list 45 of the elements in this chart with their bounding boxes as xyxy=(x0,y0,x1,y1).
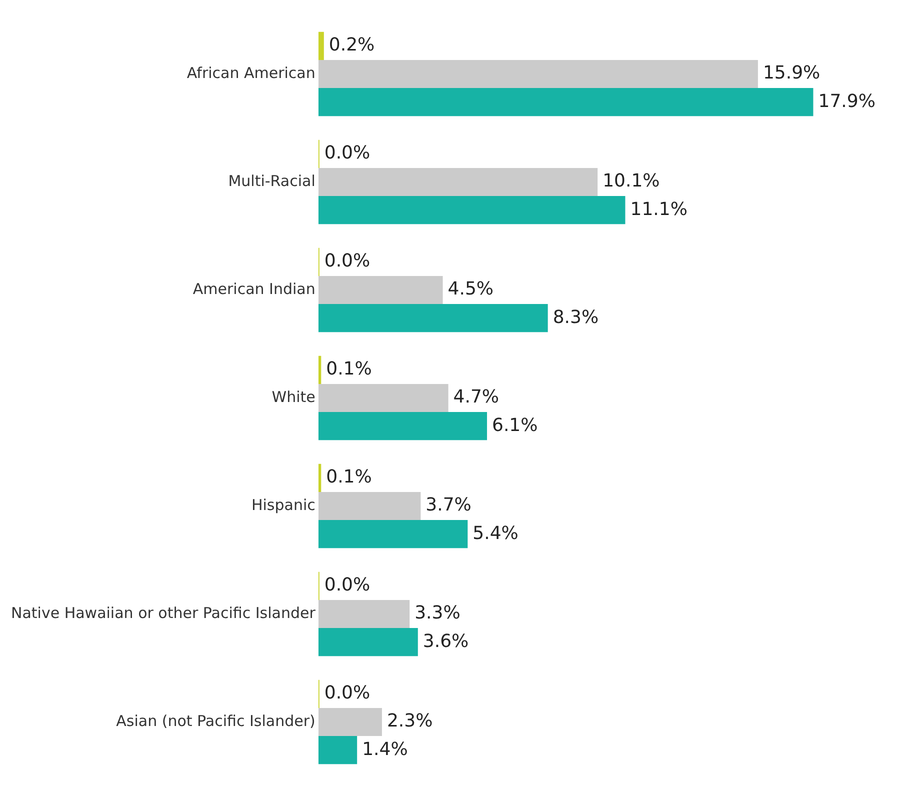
bar xyxy=(318,412,488,440)
y-tick-label: African American xyxy=(186,64,316,82)
y-tick-label: Native Hawaiian or other Pacific Islander xyxy=(11,604,316,622)
bar xyxy=(318,464,322,492)
data-label: 3.7% xyxy=(426,494,472,516)
data-label: 10.1% xyxy=(602,170,660,192)
y-tick-label: Asian (not Pacific Islander) xyxy=(116,712,316,730)
data-label: 15.9% xyxy=(762,62,820,84)
bar xyxy=(318,628,418,656)
bar xyxy=(318,356,322,384)
bar xyxy=(318,32,324,60)
bar xyxy=(318,384,448,412)
data-label: 6.1% xyxy=(492,414,538,436)
data-label: 0.0% xyxy=(324,574,370,596)
data-label: 3.3% xyxy=(414,602,460,624)
bar xyxy=(318,520,468,548)
data-label: 1.4% xyxy=(362,738,408,760)
data-label: 0.0% xyxy=(324,250,370,272)
y-tick-label: Hispanic xyxy=(251,496,316,514)
y-tick-label: American Indian xyxy=(192,280,316,298)
bar xyxy=(318,600,410,628)
bar xyxy=(318,736,358,764)
data-label: 2.3% xyxy=(386,710,433,732)
data-label: 0.2% xyxy=(328,34,375,56)
bar xyxy=(318,304,548,332)
data-label: 8.3% xyxy=(552,306,599,328)
data-label: 4.7% xyxy=(453,386,500,408)
data-label: 17.9% xyxy=(818,90,876,112)
y-tick-label: White xyxy=(272,388,316,406)
bar xyxy=(318,88,814,116)
bar xyxy=(318,168,598,196)
data-label: 0.1% xyxy=(326,466,372,488)
data-label: 0.0% xyxy=(324,142,370,164)
bar xyxy=(318,196,626,224)
data-label: 11.1% xyxy=(630,198,688,220)
data-label: 0.1% xyxy=(326,358,372,380)
data-label: 4.5% xyxy=(448,278,494,300)
bar xyxy=(318,708,382,736)
bar xyxy=(318,492,421,520)
bar xyxy=(318,60,758,88)
bar xyxy=(318,276,443,304)
y-tick-label: Multi-Racial xyxy=(228,172,316,190)
data-label: 5.4% xyxy=(472,522,518,544)
data-label: 0.0% xyxy=(324,682,370,704)
data-label: 3.6% xyxy=(422,630,469,652)
